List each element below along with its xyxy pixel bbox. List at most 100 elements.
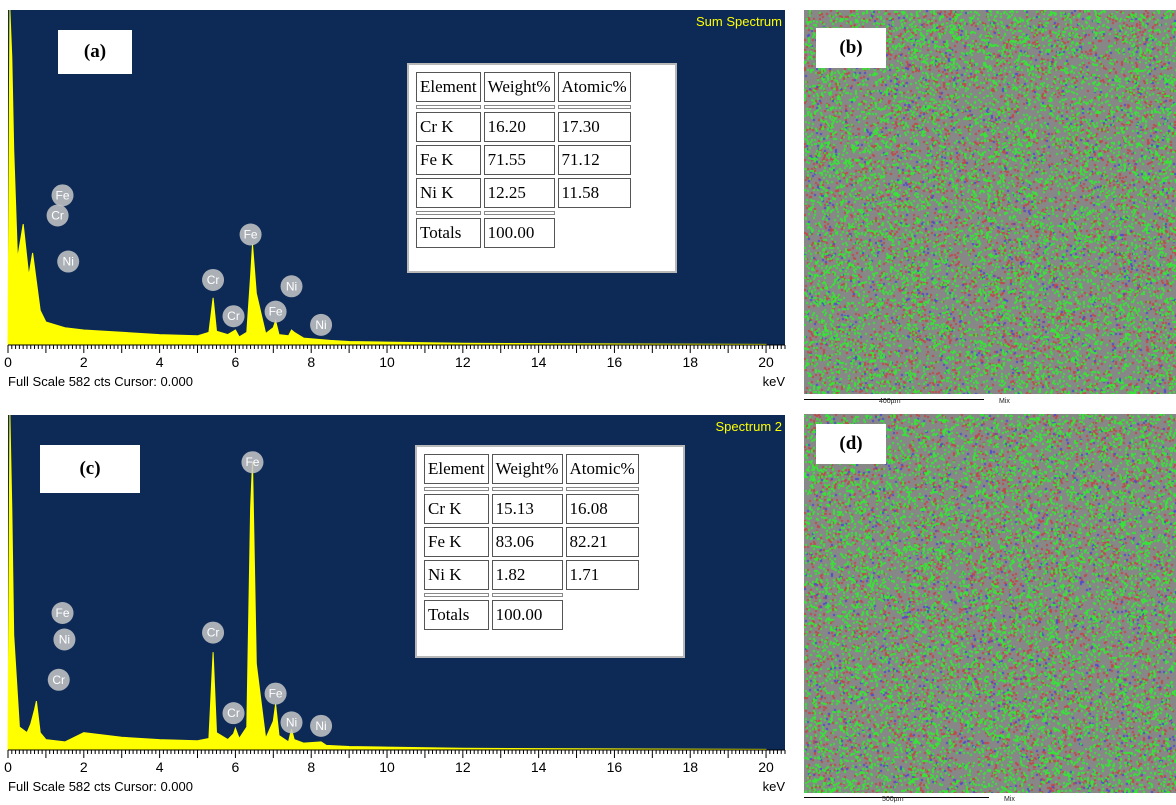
table-cell: Cr K xyxy=(424,494,489,524)
peak-label-cr: Cr xyxy=(47,668,70,691)
x-unit-label: keV xyxy=(763,779,786,794)
peak-marker xyxy=(310,313,333,336)
peak-label-ni: Ni xyxy=(310,313,333,336)
peak-marker xyxy=(47,668,70,691)
x-tick-label: 18 xyxy=(682,354,698,370)
x-tick-label: 14 xyxy=(531,354,547,370)
table-header-element: Element xyxy=(424,454,489,484)
table-header-weight: Weight% xyxy=(483,72,555,102)
table-cell: Cr K xyxy=(416,112,481,142)
peak-label-fe: Fe xyxy=(51,184,74,207)
peak-label-cr: Cr xyxy=(202,621,225,644)
totals-value: 100.00 xyxy=(491,600,563,630)
mix-text-b: Mix xyxy=(999,398,1010,405)
totals-label: Totals xyxy=(416,218,481,248)
peak-label-text: Ni xyxy=(315,719,326,733)
panel-label-a: (a) xyxy=(58,30,132,74)
spectrum-panel-c: Fe Ni Cr Cr Fe Cr Fe Ni Ni Spectrum 2 0 2 4 6 8 10 12 14 1… xyxy=(0,405,795,805)
table-cell: 71.55 xyxy=(483,145,555,175)
peak-marker xyxy=(53,628,76,651)
table-cell: 12.25 xyxy=(483,178,555,208)
x-tick-label: 4 xyxy=(156,759,164,775)
peak-label-text: Fe xyxy=(56,188,70,202)
peak-label-text: Ni xyxy=(286,279,297,293)
map-canvas-b xyxy=(804,10,1176,394)
peak-marker xyxy=(202,621,225,644)
panel-label-c: (c) xyxy=(40,445,140,493)
peak-label-fe: Fe xyxy=(51,602,74,625)
table-header-element: Element xyxy=(416,72,481,102)
peak-marker xyxy=(241,451,264,474)
x-tick-label: 20 xyxy=(758,354,774,370)
peak-label-cr: Cr xyxy=(222,702,245,725)
element-map-b: (b) xyxy=(804,10,1176,394)
x-tick-label: 6 xyxy=(232,354,240,370)
x-tick-label: 2 xyxy=(80,354,88,370)
peak-label-text: Ni xyxy=(286,715,297,729)
element-map-d: (d) xyxy=(804,414,1176,793)
peak-marker xyxy=(264,682,287,705)
peak-label-text: Ni xyxy=(63,255,74,269)
footer-status: Full Scale 582 cts Cursor: 0.000 xyxy=(8,779,193,794)
table-cell: 17.30 xyxy=(557,112,631,142)
mix-text-d: Mix xyxy=(1004,796,1015,803)
x-tick-label: 8 xyxy=(307,354,315,370)
table-cell: 82.21 xyxy=(565,527,639,557)
element-table-a: Element Weight% Atomic% Cr K 16.20 17.30 Fe … xyxy=(407,63,677,273)
table-cell: Ni K xyxy=(416,178,481,208)
peak-marker xyxy=(239,223,262,246)
x-tick-label: 10 xyxy=(379,354,395,370)
scale-text-b: 400µm xyxy=(879,398,901,405)
x-tick-label: 10 xyxy=(379,759,395,775)
panel-label-d: (d) xyxy=(816,424,886,464)
peak-label-text: Ni xyxy=(315,318,326,332)
peak-label-ni: Ni xyxy=(280,275,303,298)
peak-label-fe: Fe xyxy=(264,300,287,323)
scale-text-d: 500µm xyxy=(882,796,904,803)
peak-label-cr: Cr xyxy=(222,305,245,328)
peak-label-text: Fe xyxy=(269,305,283,319)
footer-status: Full Scale 582 cts Cursor: 0.000 xyxy=(8,374,193,389)
peak-label-text: Cr xyxy=(207,273,220,287)
peak-label-cr: Cr xyxy=(202,268,225,291)
peak-marker xyxy=(51,602,74,625)
peak-label-text: Fe xyxy=(245,455,259,469)
table-header-atomic: Atomic% xyxy=(565,454,639,484)
x-tick-label: 0 xyxy=(4,354,12,370)
peak-label-text: Cr xyxy=(227,706,240,720)
spectrum-title: Spectrum 2 xyxy=(716,419,782,434)
spectrum-area xyxy=(7,414,767,751)
peak-marker xyxy=(280,275,303,298)
x-tick-label: 12 xyxy=(455,354,471,370)
peak-marker xyxy=(202,268,225,291)
table-cell: 1.82 xyxy=(491,560,563,590)
x-unit-label: keV xyxy=(763,374,786,389)
peak-label-text: Cr xyxy=(52,673,65,687)
peak-label-text: Ni xyxy=(59,632,70,646)
peak-label-text: Cr xyxy=(227,309,240,323)
table-cell: 16.08 xyxy=(565,494,639,524)
x-tick-label: 18 xyxy=(682,759,698,775)
spectrum-area xyxy=(7,9,767,346)
x-tick-label: 0 xyxy=(4,759,12,775)
x-tick-label: 8 xyxy=(307,759,315,775)
x-tick-label: 14 xyxy=(531,759,547,775)
peak-label-ni: Ni xyxy=(53,628,76,651)
table-header-weight: Weight% xyxy=(491,454,563,484)
x-tick-label: 12 xyxy=(455,759,471,775)
peak-label-fe: Fe xyxy=(264,682,287,705)
table-cell: 1.71 xyxy=(565,560,639,590)
peak-marker xyxy=(51,184,74,207)
peak-marker xyxy=(310,714,333,737)
peak-marker xyxy=(280,711,303,734)
scale-bar-d: 500µm Mix xyxy=(804,793,1176,805)
peak-label-text: Cr xyxy=(51,208,64,222)
peak-label-cr: Cr xyxy=(46,204,69,227)
x-tick-label: 16 xyxy=(607,354,623,370)
x-tick-label: 16 xyxy=(607,759,623,775)
peak-marker xyxy=(46,204,69,227)
table-cell: Fe K xyxy=(416,145,481,175)
peak-marker xyxy=(222,305,245,328)
table-header-atomic: Atomic% xyxy=(557,72,631,102)
x-tick-label: 20 xyxy=(758,759,774,775)
